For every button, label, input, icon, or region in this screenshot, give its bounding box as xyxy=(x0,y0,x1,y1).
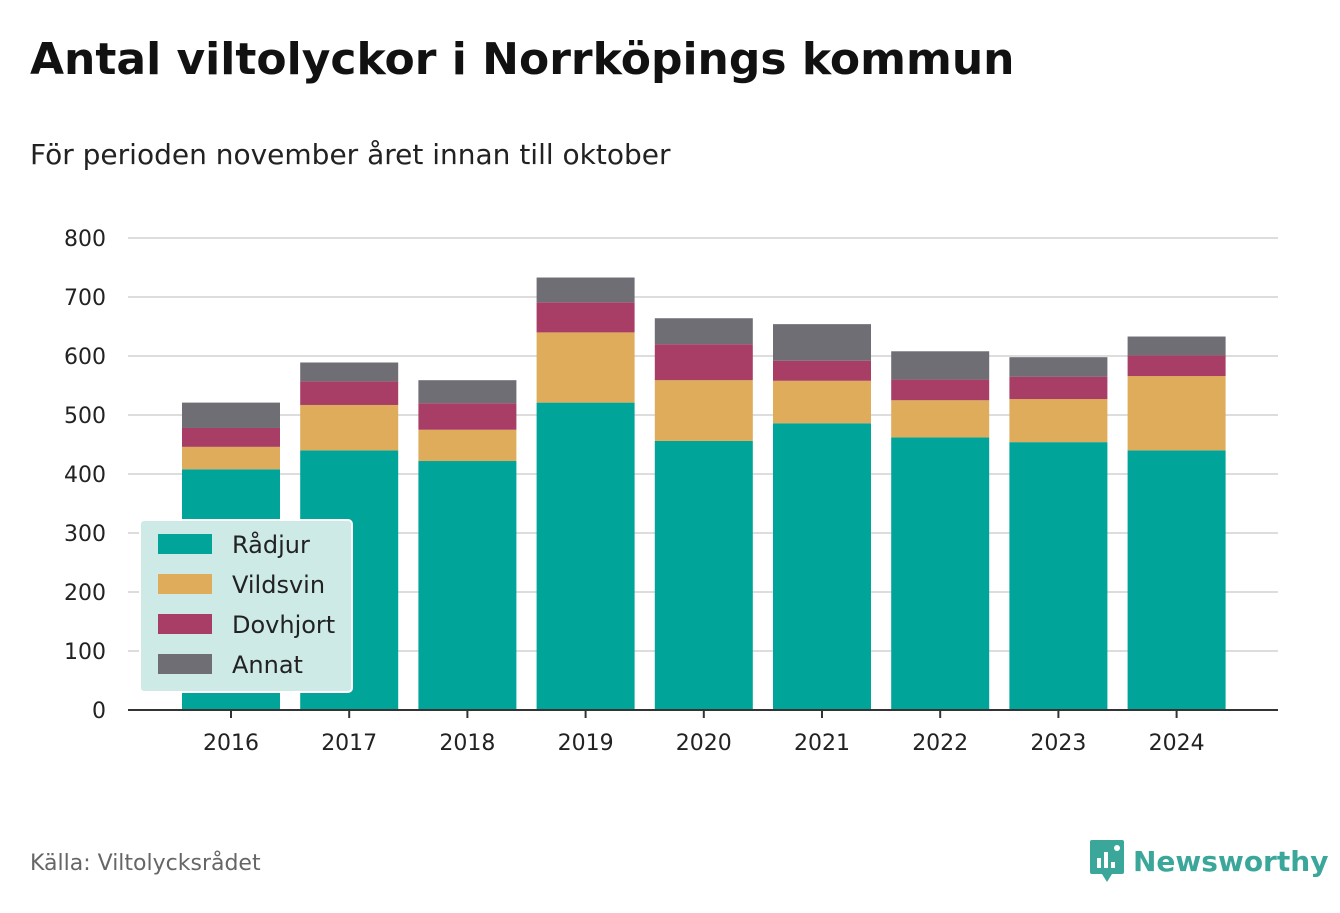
bar-segment xyxy=(1127,355,1226,377)
brand-name: Newsworthy xyxy=(1133,844,1329,878)
axes: 0 100 200 300 400 500 600 700 800 2016 2017 2018 201… xyxy=(64,227,1278,756)
bar-segment xyxy=(536,302,635,333)
y-tick-label: 800 xyxy=(64,227,106,252)
bar-segment xyxy=(418,403,517,430)
legend-label: Vildsvin xyxy=(232,571,325,599)
bars xyxy=(182,277,1226,710)
bar-segment xyxy=(1009,357,1108,377)
bar-segment xyxy=(654,440,753,710)
bar-segment xyxy=(300,362,399,382)
x-tick-label: 2017 xyxy=(321,731,377,756)
y-tick-label: 200 xyxy=(64,581,106,606)
y-tick-label: 100 xyxy=(64,640,106,665)
bar-segment xyxy=(418,380,517,404)
x-tick-label: 2021 xyxy=(794,731,850,756)
bar-segment xyxy=(536,402,635,710)
y-tick-label: 700 xyxy=(64,286,106,311)
legend-swatch xyxy=(158,574,212,594)
chart-subtitle: För perioden november året innan till ok… xyxy=(30,138,671,171)
legend-swatch xyxy=(158,654,212,674)
bar-segment xyxy=(536,332,635,403)
legend-box xyxy=(139,519,353,693)
bar-segment xyxy=(418,461,517,710)
y-tick-label: 600 xyxy=(64,345,106,370)
bar-segment xyxy=(891,351,990,380)
y-tick-label: 500 xyxy=(64,404,106,429)
x-tick-label: 2019 xyxy=(558,731,614,756)
x-tick-label: 2020 xyxy=(676,731,732,756)
bar-segment xyxy=(773,380,871,424)
newsworthy-logo-icon xyxy=(1090,840,1124,882)
bar-segment xyxy=(773,324,871,361)
bar-segment xyxy=(1009,442,1108,710)
bar-segment xyxy=(773,423,871,710)
bar-segment xyxy=(536,277,635,303)
y-tick-label: 300 xyxy=(64,522,106,547)
source-note: Källa: Viltolycksrådet xyxy=(30,851,261,876)
x-tick-label: 2018 xyxy=(439,731,495,756)
x-tick-label: 2016 xyxy=(203,731,259,756)
bar-segment xyxy=(1127,336,1226,356)
bar-segment xyxy=(891,400,990,438)
x-tick-label: 2024 xyxy=(1149,731,1205,756)
y-tick-label: 0 xyxy=(92,699,106,724)
bar-segment xyxy=(1127,376,1226,451)
bar-segment xyxy=(773,360,871,381)
bar-segment xyxy=(1009,376,1108,400)
bar-segment xyxy=(1127,450,1226,710)
legend-label: Annat xyxy=(232,651,303,679)
bar-segment xyxy=(182,427,280,447)
x-tick-label: 2023 xyxy=(1030,731,1086,756)
bar-segment xyxy=(418,429,517,462)
legend-label: Rådjur xyxy=(232,530,310,559)
y-tick-label: 400 xyxy=(64,463,106,488)
brand-logo: Newsworthy xyxy=(1089,838,1328,884)
chart-title: Antal viltolyckor i Norrköpings kommun xyxy=(30,34,1015,85)
bar-segment xyxy=(182,402,280,428)
legend: Rådjur Vildsvin Dovhjort Annat xyxy=(139,519,353,693)
bar-segment xyxy=(654,344,753,381)
legend-label: Dovhjort xyxy=(232,611,335,639)
bar-segment xyxy=(654,380,753,441)
legend-swatch xyxy=(158,534,212,554)
bar-segment xyxy=(300,381,399,405)
bar-segment xyxy=(182,446,280,470)
bar-segment xyxy=(654,318,753,345)
x-tick-label: 2022 xyxy=(912,731,968,756)
bar-segment xyxy=(891,437,990,710)
bar-segment xyxy=(891,379,990,401)
bar-segment xyxy=(300,404,399,451)
bar-segment xyxy=(1009,399,1108,443)
legend-swatch xyxy=(158,614,212,634)
